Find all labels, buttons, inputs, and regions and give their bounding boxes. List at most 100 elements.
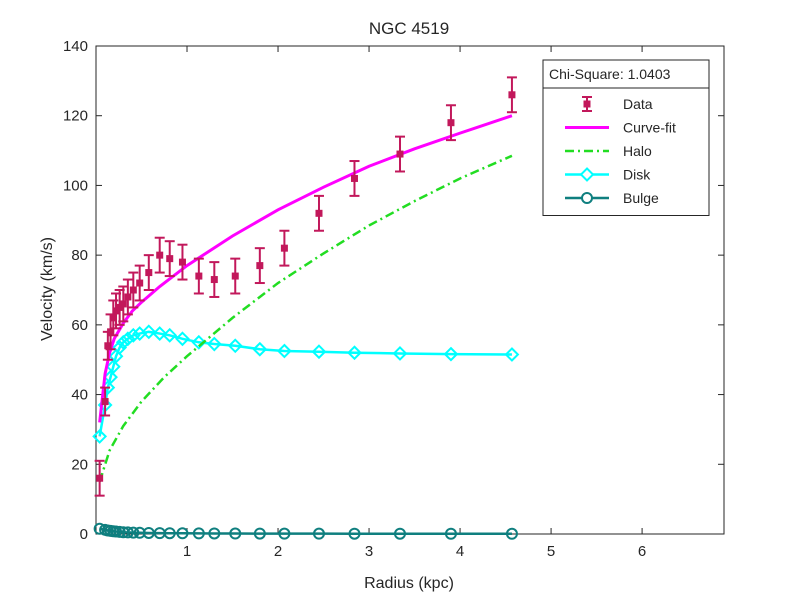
data-point: [209, 261, 220, 298]
disk-point: [227, 338, 243, 354]
data-point: [143, 254, 154, 291]
data-point: [164, 240, 175, 278]
legend-entry: Data: [582, 96, 653, 112]
y-tick-label: 0: [80, 526, 88, 543]
disk-point: [504, 347, 520, 362]
disk-point: [191, 334, 207, 350]
data-marker: [256, 262, 264, 270]
data-marker: [145, 269, 153, 277]
data-marker: [107, 328, 115, 336]
bulge-point: [229, 527, 242, 540]
data-marker: [101, 398, 109, 406]
disk-point: [276, 343, 292, 359]
disk-point: [141, 324, 157, 340]
bulge-point: [176, 527, 189, 540]
bulge-point: [121, 526, 134, 539]
disk-point: [175, 331, 190, 347]
legend-marker: [581, 192, 593, 204]
series-data: [94, 76, 517, 497]
legend-box: [542, 87, 710, 216]
data-point: [445, 104, 456, 142]
curvefit-line: [98, 114, 513, 423]
bulge-point: [312, 527, 325, 540]
legend-label: Disk: [623, 167, 651, 183]
y-tick-label: 80: [71, 247, 88, 264]
disk-point: [103, 369, 118, 385]
legend: Chi-Square: 1.0403 Data Curve-fit Halo Disk B…: [542, 59, 710, 216]
data-marker: [508, 91, 516, 99]
bulge-point: [192, 527, 205, 540]
data-point: [193, 257, 204, 295]
bulge-point: [348, 527, 361, 540]
data-point: [313, 194, 324, 232]
data-point: [279, 229, 290, 267]
legend-entry: Halo: [565, 143, 652, 159]
disk-point: [105, 359, 121, 375]
disk-point: [125, 327, 141, 343]
data-marker: [109, 314, 117, 322]
legend-label: Bulge: [623, 190, 659, 206]
data-point: [394, 135, 405, 173]
legend-label: Curve-fit: [623, 120, 676, 136]
x-tick-label: 4: [456, 543, 464, 560]
legend-entry: Disk: [565, 167, 651, 183]
data-marker: [210, 276, 218, 284]
data-point: [128, 271, 139, 309]
annotation-text: Chi-Square: 1.0403: [549, 66, 671, 82]
data-marker: [315, 209, 323, 217]
disk-point: [252, 341, 268, 357]
series-disk: [92, 324, 520, 444]
x-tick-label: 6: [638, 543, 646, 560]
bulge-point: [393, 527, 406, 540]
data-marker: [231, 272, 239, 280]
disk-point: [112, 340, 128, 355]
x-tick-label: 5: [547, 543, 555, 560]
data-point: [118, 285, 129, 323]
legend-marker: [579, 167, 595, 182]
bulge-point: [253, 527, 266, 540]
data-point: [108, 299, 119, 337]
bulge-point: [208, 527, 221, 540]
disk-point: [92, 428, 108, 444]
y-tick-label: 60: [71, 317, 88, 334]
legend-entry: Curve-fit: [565, 120, 676, 136]
data-point: [134, 264, 145, 302]
disk-point: [162, 327, 178, 343]
data-point: [154, 236, 165, 274]
data-marker: [166, 255, 174, 263]
data-point: [122, 278, 133, 316]
disk-line: [98, 330, 512, 437]
chart-title: NGC 4519: [369, 19, 449, 38]
data-marker: [350, 174, 358, 182]
y-tick-label: 40: [71, 387, 88, 404]
data-point: [177, 243, 188, 281]
bulge-point: [93, 522, 106, 535]
annotation-box: [542, 59, 710, 89]
data-marker: [129, 286, 137, 294]
data-marker: [178, 258, 186, 266]
disk-point: [115, 334, 131, 350]
data-marker: [156, 251, 164, 259]
data-marker: [447, 119, 455, 127]
data-marker: [119, 300, 127, 308]
data-marker: [104, 342, 112, 350]
legend-label: Data: [623, 96, 653, 112]
series-bulge: [93, 522, 518, 540]
data-point: [230, 257, 241, 295]
data-marker: [96, 474, 104, 482]
data-marker: [112, 307, 120, 315]
disk-point: [392, 346, 408, 361]
bulge-point: [444, 527, 457, 540]
disk-point: [311, 344, 327, 360]
bulge-point: [127, 526, 140, 539]
halo-line: [98, 154, 513, 483]
y-tick-label: 100: [63, 177, 88, 194]
data-marker: [116, 303, 124, 311]
legend-marker: [583, 100, 591, 108]
disk-point: [120, 331, 136, 347]
x-tick-label: 1: [183, 543, 191, 560]
y-tick-label: 140: [63, 38, 88, 55]
x-tick-label: 2: [274, 543, 282, 560]
